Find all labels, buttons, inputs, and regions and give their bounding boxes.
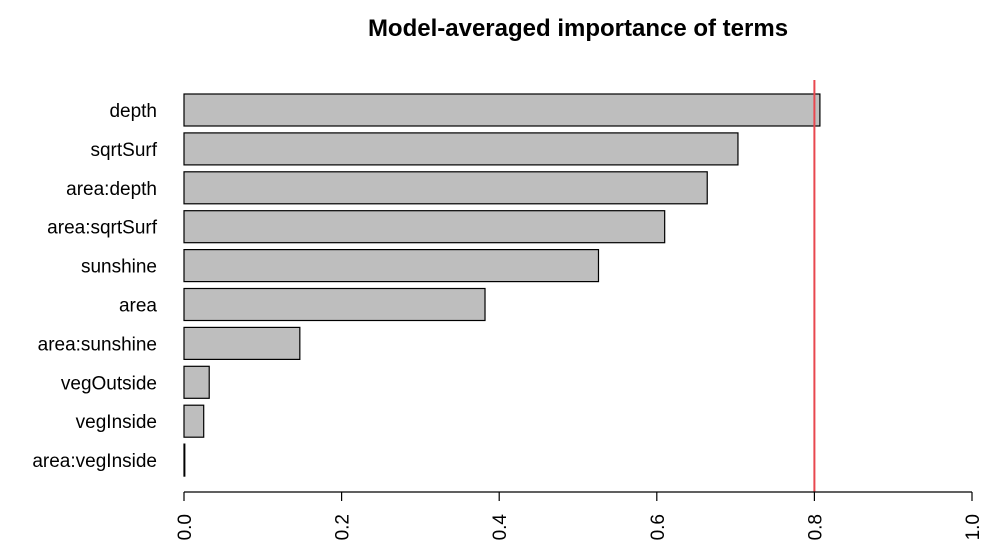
bar-area-sunshine [183,326,301,360]
bar-sqrtSurf [183,132,739,166]
bars: depth sqrtSurf area:depth area:sqrtSurf suns… [32,93,821,477]
bar-area-sqrtSurf [183,210,666,244]
bar-sunshine [183,249,600,283]
x-tick-label: 0.2 [333,514,354,540]
bar-vegInside [183,404,205,438]
x-tick-label: 0.4 [490,514,511,541]
bar-area-vegInside [183,443,186,477]
category-label: vegOutside [61,373,157,394]
category-label: vegInside [76,412,157,433]
bar-vegOutside [183,365,210,399]
x-axis: 0.0 0.2 0.4 0.6 0.8 1.0 [175,491,983,541]
category-label: area:sunshine [38,334,157,355]
x-tick-label: 0.8 [805,514,826,540]
x-tick-label: 0.0 [175,514,196,540]
category-label: sqrtSurf [90,140,157,161]
category-label: depth [109,101,157,122]
bar-depth [183,93,821,127]
category-label: area [119,296,157,317]
category-label: sunshine [81,257,157,278]
chart-title: Model-averaged importance of terms [368,15,788,42]
category-label: area:sqrtSurf [47,218,158,239]
x-tick-label: 1.0 [963,514,983,540]
bar-area [183,287,486,322]
category-label: area:vegInside [32,451,157,472]
x-tick-label: 0.6 [648,514,669,540]
bar-area-depth [183,171,708,205]
category-label: area:depth [66,179,157,200]
